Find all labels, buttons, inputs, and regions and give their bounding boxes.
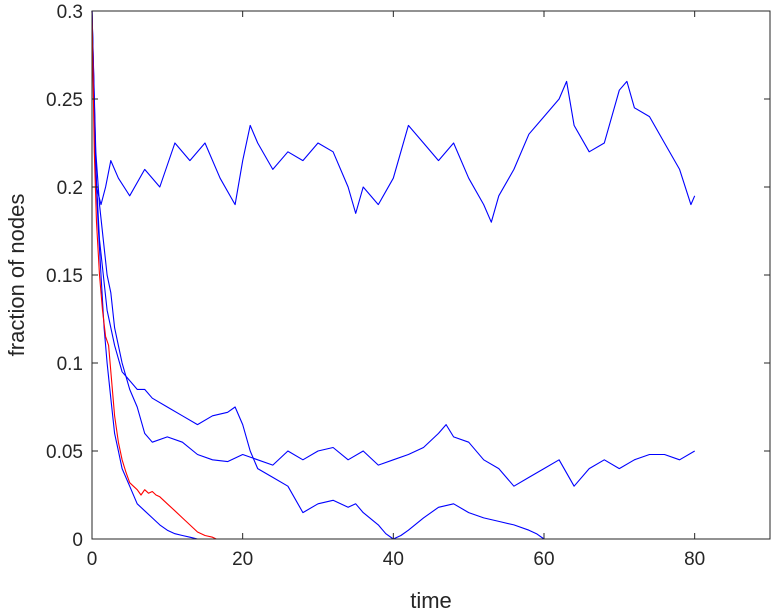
- y-tick-label: 0.2: [57, 178, 83, 199]
- plot-area: [92, 11, 770, 539]
- x-tick-label: 60: [533, 549, 554, 570]
- y-tick-label: 0.25: [46, 90, 83, 111]
- tick-layer: 0 20 40 60 80 0 0.05 0.1 0.15 0.2 0.25 0.3: [46, 2, 770, 570]
- x-axis-title: time: [410, 588, 452, 613]
- y-tick-label: 0.05: [46, 442, 83, 463]
- y-tick-label: 0: [72, 530, 83, 551]
- x-tick-label: 80: [684, 549, 705, 570]
- y-axis-title: fraction of nodes: [4, 194, 29, 357]
- series-line-5: [91, 10, 217, 540]
- x-tick-label: 0: [87, 549, 98, 570]
- series-line-1: [91, 10, 696, 223]
- y-tick-label: 0.15: [46, 266, 83, 287]
- x-tick-label: 40: [383, 549, 404, 570]
- y-tick-label: 0.1: [57, 354, 83, 375]
- y-tick-label: 0.3: [57, 2, 83, 23]
- series-line-2: [91, 10, 695, 487]
- x-tick-label: 20: [232, 549, 253, 570]
- series-line-3: [91, 10, 695, 540]
